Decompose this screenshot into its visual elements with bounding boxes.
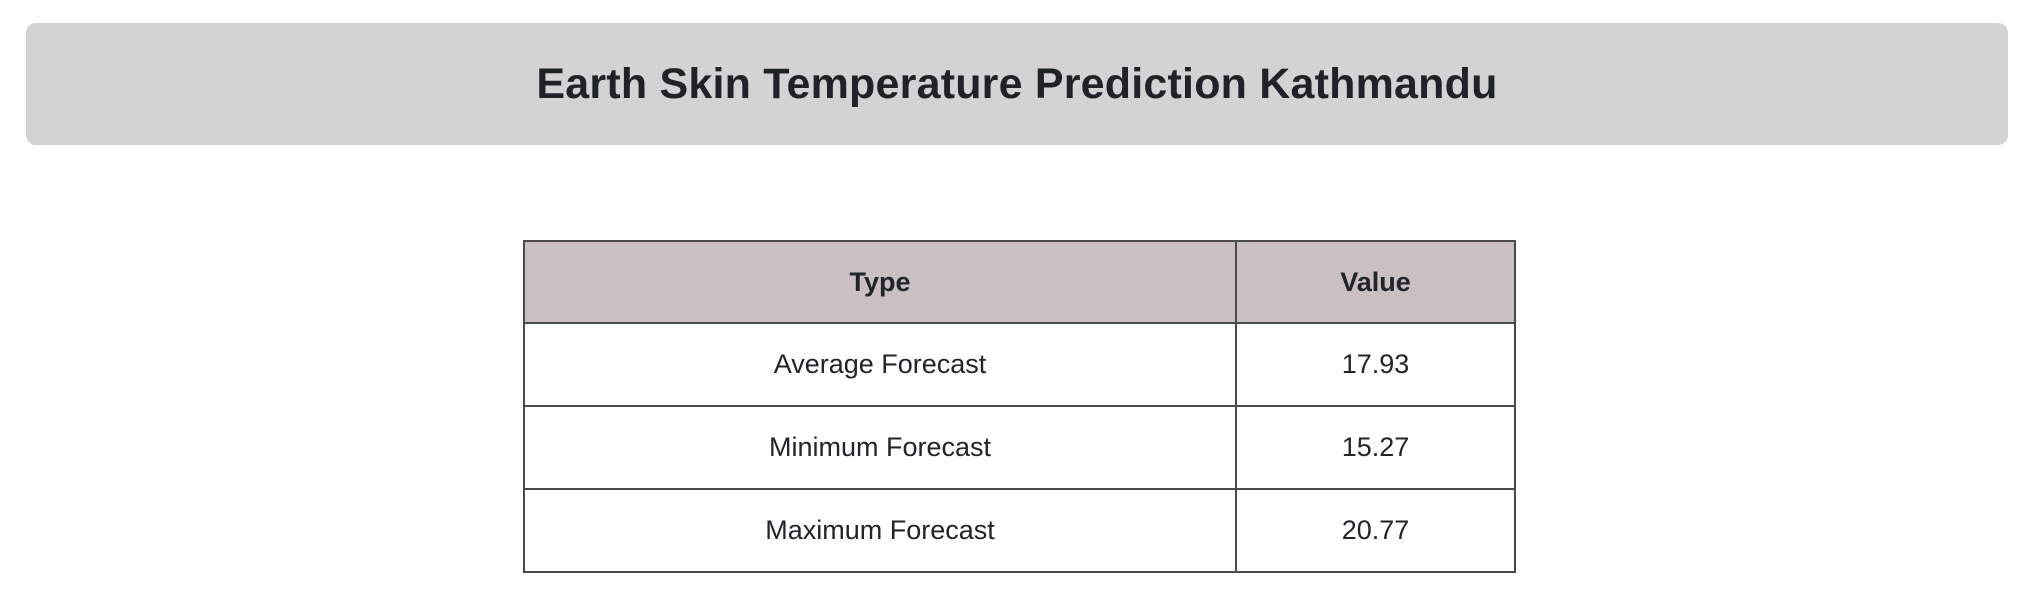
column-header-type: Type	[523, 240, 1237, 324]
table-header-row: Type Value	[523, 240, 1516, 324]
value-cell: 20.77	[1235, 488, 1516, 573]
table-row: Minimum Forecast 15.27	[523, 405, 1516, 490]
table-row: Maximum Forecast 20.77	[523, 488, 1516, 573]
forecast-table: Type Value Average Forecast 17.93 Minimu…	[523, 240, 1516, 573]
table-row: Average Forecast 17.93	[523, 322, 1516, 407]
value-cell: 15.27	[1235, 405, 1516, 490]
type-cell: Maximum Forecast	[523, 488, 1237, 573]
column-header-value: Value	[1235, 240, 1516, 324]
type-cell: Minimum Forecast	[523, 405, 1237, 490]
type-cell: Average Forecast	[523, 322, 1237, 407]
value-cell: 17.93	[1235, 322, 1516, 407]
title-banner: Earth Skin Temperature Prediction Kathma…	[26, 23, 2008, 145]
page-title: Earth Skin Temperature Prediction Kathma…	[536, 59, 1498, 108]
